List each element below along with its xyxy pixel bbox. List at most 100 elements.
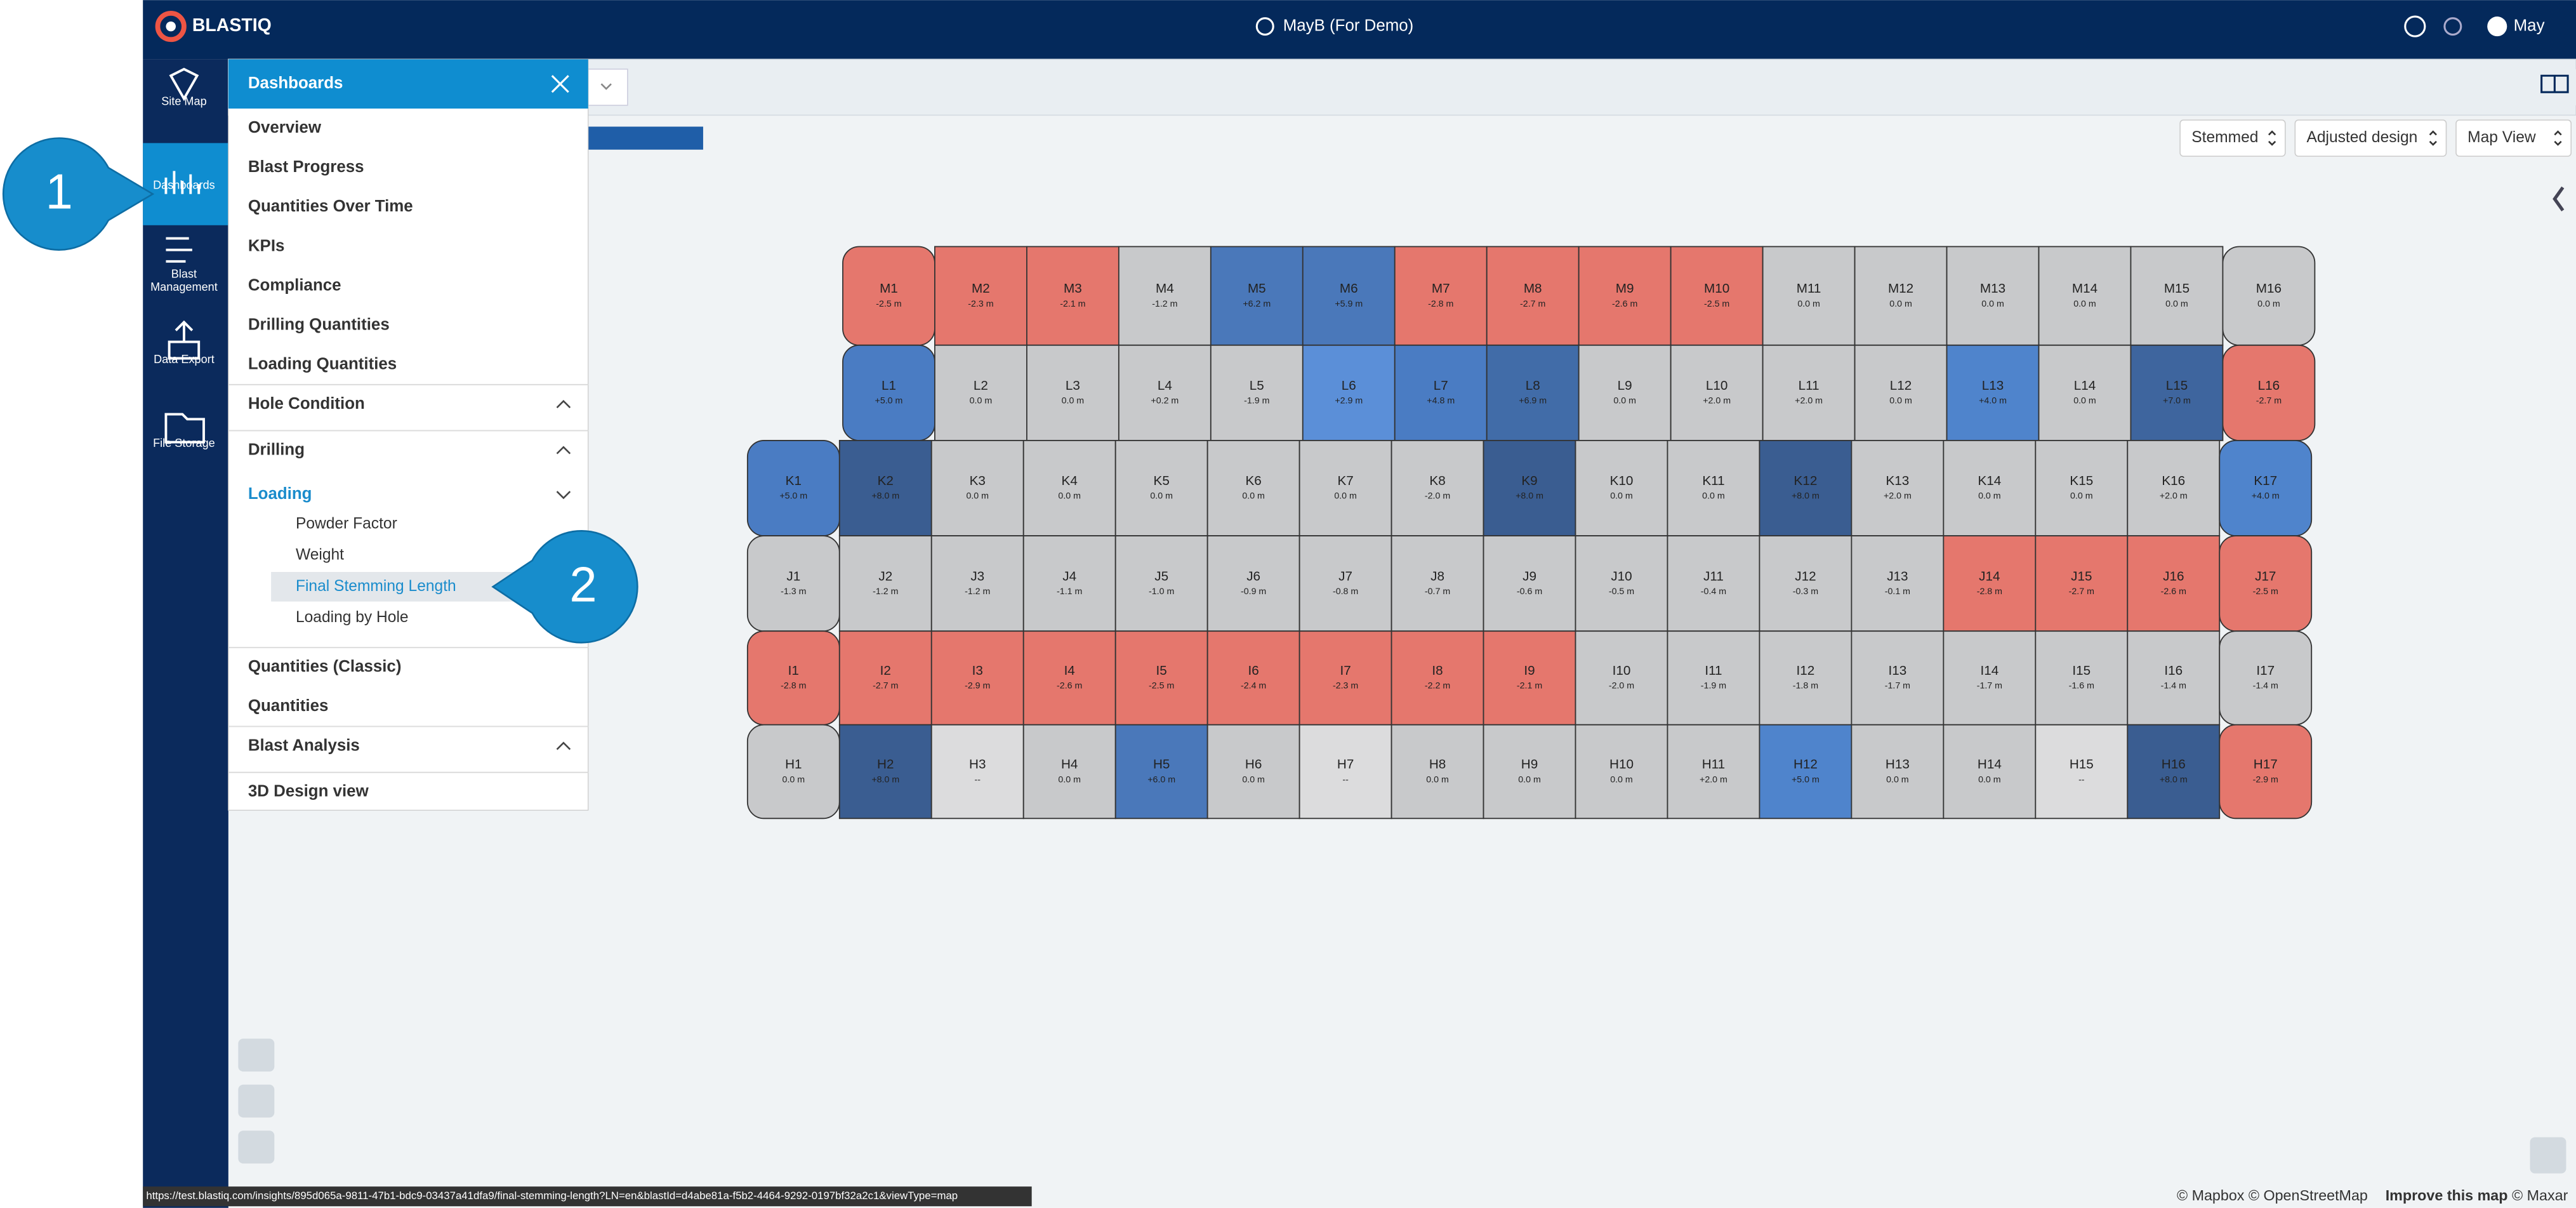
blast-hole[interactable]: J17 -2.5 m bbox=[2219, 535, 2313, 632]
blast-hole[interactable]: J14 -2.8 m bbox=[1943, 535, 2037, 632]
blast-hole[interactable]: K1 +5.0 m bbox=[746, 440, 840, 536]
blast-hole[interactable]: M13 0.0 m bbox=[1946, 246, 2040, 346]
blast-hole[interactable]: J4 -1.1 m bbox=[1022, 535, 1116, 632]
blast-hole[interactable]: K16 +2.0 m bbox=[2127, 440, 2221, 536]
blast-hole[interactable]: L9 0.0 m bbox=[1578, 344, 1672, 441]
nav-icon[interactable] bbox=[169, 67, 199, 102]
blast-hole[interactable]: K9 +8.0 m bbox=[1483, 440, 1576, 536]
blast-hole[interactable]: K17 +4.0 m bbox=[2219, 440, 2313, 536]
toolbar-select[interactable] bbox=[2179, 119, 2286, 157]
blast-hole[interactable]: J9 -0.6 m bbox=[1483, 535, 1576, 632]
blast-hole[interactable]: J7 -0.8 m bbox=[1298, 535, 1392, 632]
blast-hole[interactable]: J15 -2.7 m bbox=[2035, 535, 2129, 632]
blast-hole[interactable]: I6 -2.4 m bbox=[1206, 630, 1300, 726]
menu-item[interactable]: Loading Quantities bbox=[248, 355, 397, 373]
blast-hole[interactable]: L1 +5.0 m bbox=[842, 344, 935, 441]
blast-hole[interactable]: H12 +5.0 m bbox=[1759, 724, 1853, 820]
blast-hole[interactable]: I12 -1.8 m bbox=[1759, 630, 1853, 726]
nav-icon[interactable] bbox=[166, 237, 192, 263]
blast-hole[interactable]: M6 +5.9 m bbox=[1302, 246, 1396, 346]
blast-hole[interactable]: K12 +8.0 m bbox=[1759, 440, 1853, 536]
blast-hole[interactable]: H14 0.0 m bbox=[1943, 724, 2037, 820]
blast-hole[interactable]: L3 0.0 m bbox=[1026, 344, 1120, 441]
menu-item[interactable]: Powder Factor bbox=[296, 515, 397, 532]
blast-hole[interactable]: J12 -0.3 m bbox=[1759, 535, 1853, 632]
blast-hole[interactable]: I1 -2.8 m bbox=[746, 630, 840, 726]
blast-hole[interactable]: K3 0.0 m bbox=[930, 440, 1024, 536]
menu-item[interactable]: Quantities (Classic) bbox=[248, 658, 402, 675]
blast-hole[interactable]: J16 -2.6 m bbox=[2127, 535, 2221, 632]
menu-item[interactable]: KPIs bbox=[248, 237, 285, 255]
blast-hole[interactable]: M15 0.0 m bbox=[2130, 246, 2224, 346]
user-icon[interactable] bbox=[2487, 17, 2507, 37]
menu-item[interactable]: Blast Analysis bbox=[248, 736, 360, 754]
blast-hole[interactable]: J6 -0.9 m bbox=[1206, 535, 1300, 632]
menu-item[interactable]: Quantities bbox=[248, 697, 329, 715]
blast-hole[interactable]: K7 0.0 m bbox=[1298, 440, 1392, 536]
blast-hole[interactable]: K11 0.0 m bbox=[1667, 440, 1760, 536]
menu-item[interactable]: Hole Condition bbox=[248, 395, 365, 413]
blast-hole[interactable]: H16 +8.0 m bbox=[2127, 724, 2221, 820]
blast-hole[interactable]: I11 -1.9 m bbox=[1667, 630, 1760, 726]
blast-hole[interactable]: H4 0.0 m bbox=[1022, 724, 1116, 820]
blast-hole[interactable]: L5 -1.9 m bbox=[1210, 344, 1304, 441]
blast-hole[interactable]: K14 0.0 m bbox=[1943, 440, 2037, 536]
nav-icon[interactable] bbox=[164, 413, 205, 444]
menu-item[interactable]: Overview bbox=[248, 119, 322, 136]
measure-tool[interactable] bbox=[238, 1039, 275, 1072]
blast-hole[interactable]: H5 +6.0 m bbox=[1114, 724, 1208, 820]
blast-hole[interactable]: M3 -2.1 m bbox=[1026, 246, 1120, 346]
blast-hole[interactable]: L10 +2.0 m bbox=[1670, 344, 1764, 441]
blast-hole[interactable]: L16 -2.7 m bbox=[2222, 344, 2316, 441]
nav-label[interactable]: File Storage bbox=[153, 437, 215, 449]
blast-hole[interactable]: I5 -2.5 m bbox=[1114, 630, 1208, 726]
blast-hole[interactable]: H17 -2.9 m bbox=[2219, 724, 2313, 820]
menu-item[interactable]: Final Stemming Length bbox=[296, 578, 456, 595]
nav-label[interactable]: Management bbox=[150, 281, 218, 293]
menu-item[interactable]: Drilling Quantities bbox=[248, 316, 390, 334]
blast-hole[interactable]: H9 0.0 m bbox=[1483, 724, 1576, 820]
blast-hole[interactable]: L2 0.0 m bbox=[934, 344, 1027, 441]
blast-hole[interactable]: I17 -1.4 m bbox=[2219, 630, 2313, 726]
menu-item[interactable]: Drilling bbox=[248, 441, 305, 458]
menu-item[interactable]: Weight bbox=[296, 547, 344, 564]
close-icon[interactable] bbox=[551, 75, 569, 93]
legend-tool[interactable] bbox=[2530, 1137, 2566, 1174]
menu-item[interactable]: Quantities Over Time bbox=[248, 197, 413, 215]
blast-hole[interactable]: M14 0.0 m bbox=[2038, 246, 2132, 346]
nav-label[interactable]: Site Map bbox=[161, 95, 206, 107]
blast-hole[interactable]: H7 -- bbox=[1298, 724, 1392, 820]
nav-label[interactable]: Blast bbox=[171, 267, 197, 280]
toolbar-label[interactable]: Stemmed bbox=[2191, 129, 2258, 146]
blast-hole[interactable]: M2 -2.3 m bbox=[934, 246, 1027, 346]
nav-icon[interactable] bbox=[168, 320, 201, 360]
attribution[interactable]: Improve this map bbox=[2386, 1187, 2508, 1204]
blast-hole[interactable]: I2 -2.7 m bbox=[838, 630, 932, 726]
blast-hole[interactable]: K13 +2.0 m bbox=[1851, 440, 1945, 536]
blast-hole[interactable]: I7 -2.3 m bbox=[1298, 630, 1392, 726]
blast-hole[interactable]: H6 0.0 m bbox=[1206, 724, 1300, 820]
blast-hole[interactable]: J8 -0.7 m bbox=[1390, 535, 1484, 632]
blast-hole[interactable]: J5 -1.0 m bbox=[1114, 535, 1208, 632]
menu-item[interactable]: Loading by Hole bbox=[296, 609, 409, 626]
blast-hole[interactable]: M7 -2.8 m bbox=[1394, 246, 1488, 346]
blast-hole[interactable]: I3 -2.9 m bbox=[930, 630, 1024, 726]
blast-hole[interactable]: L13 +4.0 m bbox=[1946, 344, 2040, 441]
blast-hole[interactable]: H1 0.0 m bbox=[746, 724, 840, 820]
blast-hole[interactable]: I16 -1.4 m bbox=[2127, 630, 2221, 726]
help-icon[interactable] bbox=[2404, 15, 2426, 37]
sync-icon[interactable] bbox=[2443, 17, 2462, 36]
blast-hole[interactable]: L8 +6.9 m bbox=[1486, 344, 1580, 441]
blast-hole[interactable]: I13 -1.7 m bbox=[1851, 630, 1945, 726]
blast-hole[interactable]: L14 0.0 m bbox=[2038, 344, 2132, 441]
blast-hole[interactable]: H11 +2.0 m bbox=[1667, 724, 1760, 820]
blast-hole[interactable]: M10 -2.5 m bbox=[1670, 246, 1764, 346]
blast-hole[interactable]: J11 -0.4 m bbox=[1667, 535, 1760, 632]
blast-hole[interactable]: H10 0.0 m bbox=[1575, 724, 1668, 820]
blast-hole[interactable]: M16 0.0 m bbox=[2222, 246, 2316, 346]
toolbar-label[interactable]: Map View bbox=[2467, 129, 2536, 146]
toolbar-label[interactable]: Adjusted design bbox=[2306, 129, 2417, 146]
blast-hole[interactable]: K6 0.0 m bbox=[1206, 440, 1300, 536]
menu-item[interactable]: Blast Progress bbox=[248, 158, 364, 176]
menu-item[interactable]: Loading bbox=[248, 485, 312, 503]
